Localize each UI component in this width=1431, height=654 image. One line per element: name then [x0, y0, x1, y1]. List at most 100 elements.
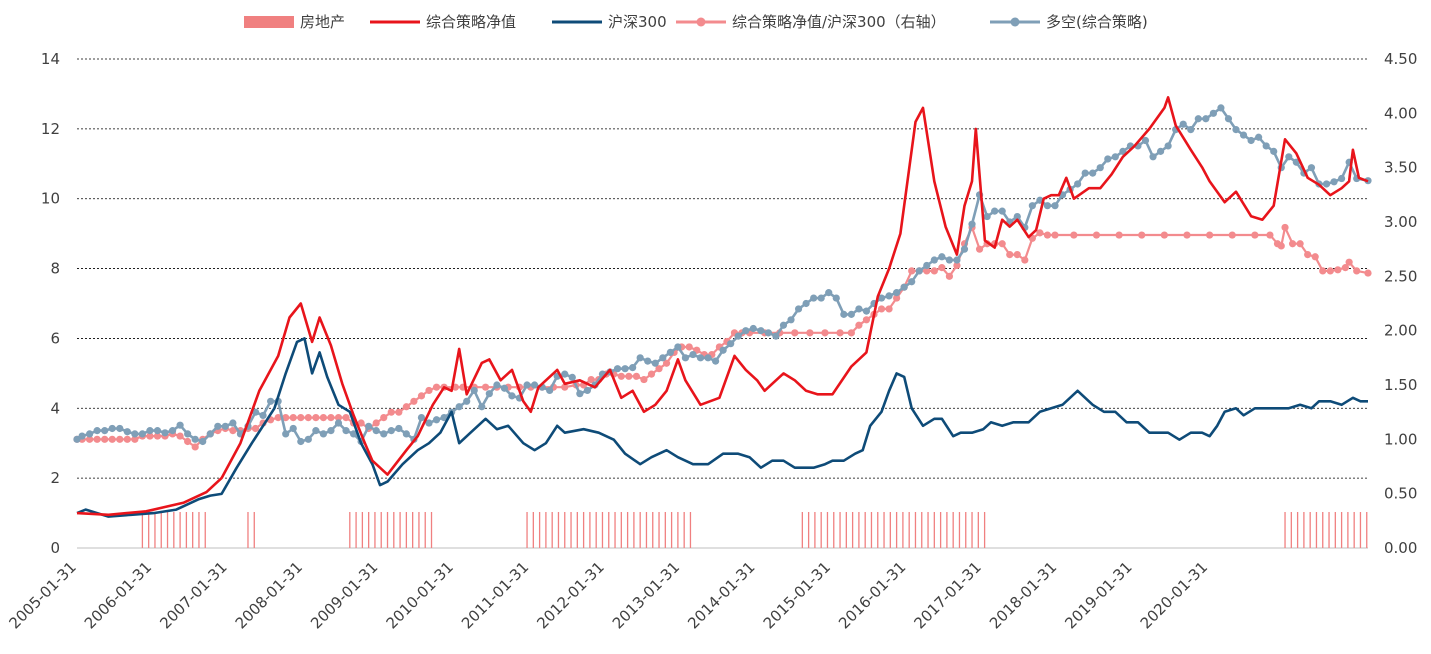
point-ls	[1224, 115, 1233, 123]
point-ls	[621, 365, 629, 373]
point-ls	[312, 427, 320, 435]
point-ratio	[357, 419, 365, 427]
point-ratio	[647, 370, 656, 378]
point-ls	[561, 370, 569, 378]
point-ls	[372, 427, 380, 435]
right-tick-label: 0.50	[1384, 485, 1417, 503]
point-ls	[289, 424, 297, 433]
point-ls	[1081, 169, 1089, 177]
point-ls	[1119, 147, 1127, 155]
point-ratio	[1345, 258, 1353, 266]
point-ls	[85, 430, 94, 438]
point-ratio	[1228, 231, 1236, 239]
point-ls	[1239, 131, 1248, 139]
point-ls	[568, 373, 576, 381]
point-ls	[893, 289, 901, 297]
point-ratio	[1311, 253, 1319, 261]
point-ratio	[855, 321, 863, 329]
point-ls	[1043, 202, 1052, 210]
point-ratio	[821, 329, 829, 337]
point-ls	[1262, 142, 1270, 150]
x-tick-label: 2015-01-31	[760, 558, 834, 632]
point-ratio	[1043, 231, 1052, 239]
point-ls	[334, 419, 343, 427]
point-ratio	[1341, 264, 1349, 272]
point-ls	[500, 384, 509, 392]
point-ls	[1330, 178, 1338, 186]
point-ratio	[1334, 266, 1342, 274]
point-ratio	[146, 432, 154, 440]
point-ratio	[1138, 231, 1146, 239]
point-ls	[885, 292, 893, 300]
point-ratio	[877, 305, 886, 313]
point-ls	[915, 267, 923, 275]
right-tick-label: 1.50	[1384, 376, 1417, 394]
point-ls	[138, 430, 146, 438]
point-ls	[319, 430, 328, 438]
point-ls	[395, 424, 403, 433]
point-ratio	[176, 432, 184, 440]
point-ratio	[1319, 267, 1327, 275]
point-ratio	[806, 329, 814, 337]
point-ls	[659, 354, 667, 362]
point-ls	[998, 207, 1006, 215]
point-ls	[1247, 136, 1255, 145]
point-ratio	[289, 414, 297, 422]
point-ls	[1270, 147, 1278, 155]
point-ls	[651, 359, 659, 367]
point-ls	[689, 350, 697, 359]
point-ls	[983, 212, 991, 221]
point-ratio	[85, 435, 94, 443]
point-ratio	[1070, 231, 1078, 239]
x-tick-label: 2014-01-31	[684, 558, 758, 632]
point-ratio	[893, 294, 901, 302]
point-ls	[1232, 126, 1240, 134]
point-ls	[101, 427, 109, 435]
point-ls	[1096, 164, 1104, 172]
point-ratio	[380, 414, 388, 422]
point-ls	[342, 427, 350, 435]
point-ratio	[938, 264, 946, 272]
point-ratio	[1160, 231, 1168, 239]
left-tick-label: 2	[50, 469, 60, 487]
point-ratio	[1092, 231, 1101, 239]
point-ls	[153, 427, 162, 435]
legend-swatch-fdc	[244, 16, 294, 28]
left-tick-label: 0	[50, 539, 60, 557]
point-ratio	[1206, 231, 1214, 239]
point-ls	[523, 381, 531, 389]
x-tick-label: 2006-01-31	[81, 558, 155, 632]
point-ls	[1111, 153, 1119, 161]
point-ratio	[908, 267, 916, 275]
point-ls	[432, 416, 441, 424]
point-ls	[825, 289, 833, 297]
legend-label-fdc: 房地产	[300, 13, 345, 31]
point-ls	[930, 256, 938, 264]
point-ls	[817, 294, 825, 302]
legend-label-ratio: 综合策略净值/沪深300（右轴）	[732, 13, 946, 31]
point-ls	[810, 294, 818, 302]
point-ls	[259, 411, 267, 420]
point-ratio	[1266, 231, 1274, 239]
point-ls	[840, 310, 848, 318]
point-ls	[742, 327, 750, 335]
point-ratio	[561, 383, 569, 391]
point-ls	[229, 419, 237, 427]
point-ratio	[108, 435, 116, 443]
point-ratio	[1006, 251, 1014, 259]
point-ls	[923, 261, 931, 270]
point-ls	[613, 365, 622, 373]
right-tick-label: 1.00	[1384, 430, 1417, 448]
point-ls	[146, 427, 154, 435]
point-ratio	[1115, 231, 1123, 239]
point-ls	[1179, 120, 1187, 128]
point-ratio	[685, 343, 693, 351]
point-ratio	[847, 329, 855, 337]
left-y-axis: 0 2 4 6 8 10 12 14	[41, 50, 60, 557]
right-tick-label: 4.50	[1384, 50, 1417, 68]
series-line-hs300	[76, 337, 1368, 518]
point-ratio	[274, 414, 282, 422]
point-ls	[1089, 169, 1097, 177]
x-tick-label: 2013-01-31	[609, 558, 683, 632]
point-ratio	[632, 372, 641, 380]
